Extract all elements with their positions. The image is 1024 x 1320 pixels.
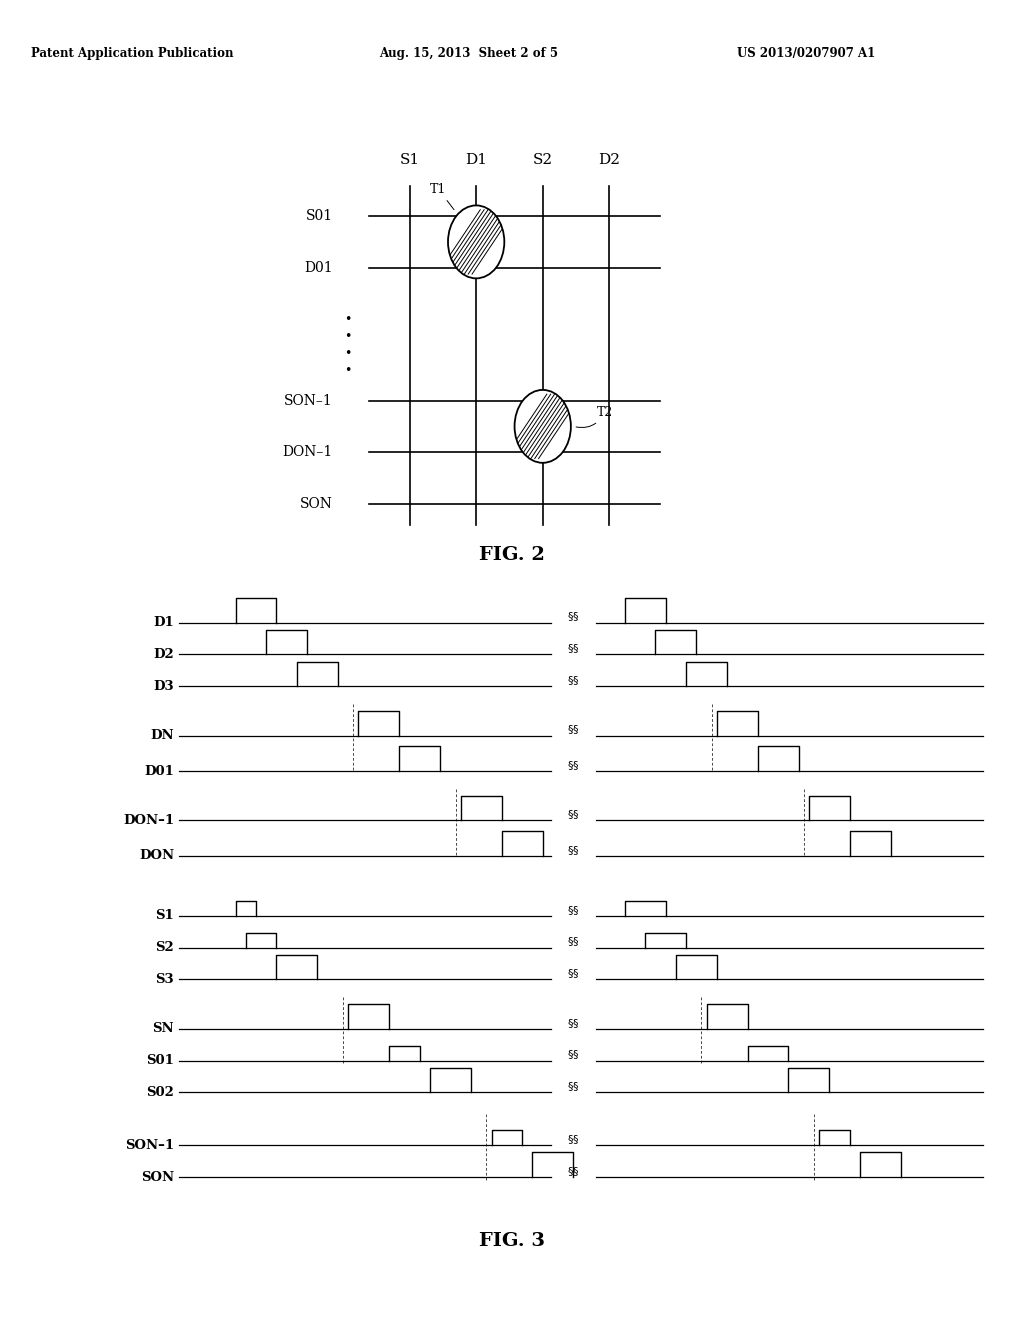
Ellipse shape [515, 389, 571, 463]
Text: S2: S2 [532, 153, 553, 168]
Text: D2: D2 [598, 153, 621, 168]
Text: •: • [344, 364, 352, 378]
Text: •: • [344, 347, 352, 360]
Text: $\S\S$: $\S\S$ [567, 1048, 580, 1061]
Text: SON: SON [141, 1171, 174, 1184]
Ellipse shape [449, 206, 505, 279]
Text: $\S\S$: $\S\S$ [567, 759, 580, 772]
Text: S01: S01 [306, 209, 333, 223]
Text: $\S\S$: $\S\S$ [567, 1080, 580, 1093]
Text: D1: D1 [154, 616, 174, 630]
Text: US 2013/0207907 A1: US 2013/0207907 A1 [737, 48, 876, 61]
Text: Patent Application Publication: Patent Application Publication [31, 48, 233, 61]
Text: $\S\S$: $\S\S$ [567, 723, 580, 737]
Text: $\S\S$: $\S\S$ [567, 808, 580, 821]
Text: S1: S1 [399, 153, 420, 168]
Text: •: • [344, 330, 352, 343]
Text: D01: D01 [304, 260, 333, 275]
Text: SON–1: SON–1 [125, 1139, 174, 1152]
Text: S2: S2 [156, 941, 174, 954]
Text: D01: D01 [144, 764, 174, 777]
Text: D2: D2 [154, 648, 174, 661]
Text: S1: S1 [156, 909, 174, 923]
Text: $\S\S$: $\S\S$ [567, 643, 580, 655]
Text: DON: DON [139, 849, 174, 862]
Text: $\S\S$: $\S\S$ [567, 936, 580, 948]
Text: $\S\S$: $\S\S$ [567, 1134, 580, 1146]
Text: $\S\S$: $\S\S$ [567, 1016, 580, 1030]
Text: $\S\S$: $\S\S$ [567, 611, 580, 623]
Text: FIG. 3: FIG. 3 [479, 1232, 545, 1250]
Text: DN: DN [151, 729, 174, 742]
Text: S02: S02 [146, 1086, 174, 1098]
Text: $\S\S$: $\S\S$ [567, 968, 580, 979]
Text: SON–1: SON–1 [284, 393, 333, 408]
Text: SON: SON [300, 496, 333, 511]
Text: $\S\S$: $\S\S$ [567, 843, 580, 857]
Text: DON–1: DON–1 [283, 445, 333, 459]
Text: $\S\S$: $\S\S$ [567, 675, 580, 686]
Text: SN: SN [153, 1022, 174, 1035]
Text: D1: D1 [465, 153, 487, 168]
Text: Aug. 15, 2013  Sheet 2 of 5: Aug. 15, 2013 Sheet 2 of 5 [379, 48, 558, 61]
Text: S3: S3 [156, 973, 174, 986]
Text: FIG. 2: FIG. 2 [479, 546, 545, 564]
Text: D3: D3 [154, 680, 174, 693]
Text: S01: S01 [146, 1055, 174, 1067]
Text: T1: T1 [430, 182, 454, 210]
Text: T2: T2 [577, 405, 612, 428]
Text: •: • [344, 313, 352, 326]
Text: $\S\S$: $\S\S$ [567, 904, 580, 916]
Text: $\S\S$: $\S\S$ [567, 1166, 580, 1177]
Text: DON–1: DON–1 [123, 814, 174, 826]
